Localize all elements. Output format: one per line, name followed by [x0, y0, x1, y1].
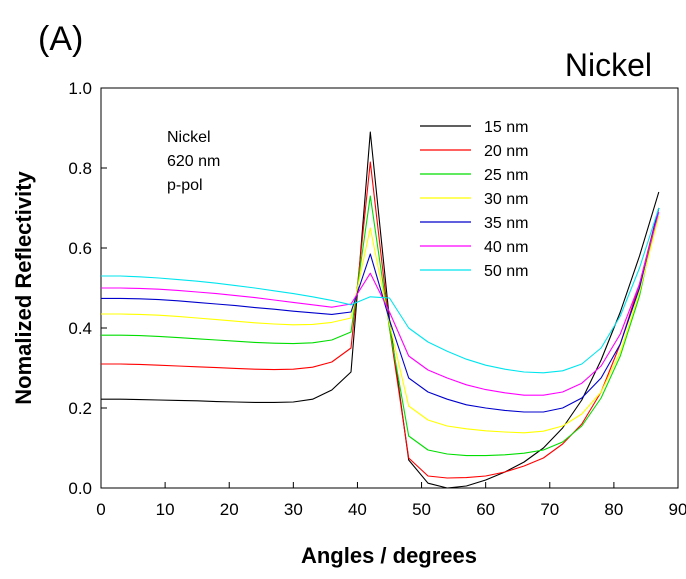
series-line-15-nm [101, 131, 660, 489]
legend-label: 50 nm [484, 263, 528, 280]
annotation-line-2: 620 nm [167, 153, 220, 170]
legend: 15 nm 20 nm 25 nm 30 nm 35 nm 40 nm 50 nm [420, 119, 528, 280]
x-tick-label: 40 [348, 500, 367, 519]
x-axis: 0 10 20 30 40 50 60 70 80 90 [96, 482, 686, 519]
x-tick-label: 70 [540, 500, 559, 519]
y-tick-label: 0.4 [68, 319, 92, 338]
y-axis: 0.0 0.2 0.4 0.6 0.8 1.0 [68, 79, 107, 498]
legend-label: 35 nm [484, 215, 528, 232]
series-line-20-nm [101, 161, 660, 479]
series-lines [101, 131, 660, 489]
x-tick-label: 20 [220, 500, 239, 519]
series-line-35-nm [101, 207, 660, 413]
y-tick-label: 0.6 [68, 239, 92, 258]
y-tick-label: 0.2 [68, 399, 92, 418]
y-axis-label: Nomalized Reflectivity [11, 170, 36, 404]
plot-frame [100, 87, 679, 489]
x-tick-label: 80 [604, 500, 623, 519]
annotation: Nickel 620 nm p-pol [167, 129, 220, 194]
annotation-line-3: p-pol [167, 177, 203, 194]
annotation-line-1: Nickel [167, 129, 211, 146]
y-tick-label: 1.0 [68, 79, 92, 98]
series-line-25-nm [101, 195, 660, 457]
x-tick-label: 30 [284, 500, 303, 519]
x-tick-label: 50 [412, 500, 431, 519]
x-tick-label: 90 [669, 500, 686, 519]
panel-label: (A) [38, 20, 83, 58]
y-tick-label: 0.0 [68, 479, 92, 498]
x-axis-label: Angles / degrees [301, 543, 477, 568]
legend-label: 20 nm [484, 143, 528, 160]
series-line-30-nm [101, 215, 660, 434]
series-line-40-nm [101, 211, 660, 396]
series-line-50-nm [101, 207, 660, 374]
legend-label: 15 nm [484, 119, 528, 136]
x-tick-label: 60 [476, 500, 495, 519]
chart-title: Nickel [565, 47, 652, 83]
y-tick-label: 0.8 [68, 159, 92, 178]
x-tick-label: 0 [96, 500, 105, 519]
legend-label: 30 nm [484, 191, 528, 208]
x-tick-label: 10 [156, 500, 175, 519]
legend-label: 25 nm [484, 167, 528, 184]
legend-label: 40 nm [484, 239, 528, 256]
